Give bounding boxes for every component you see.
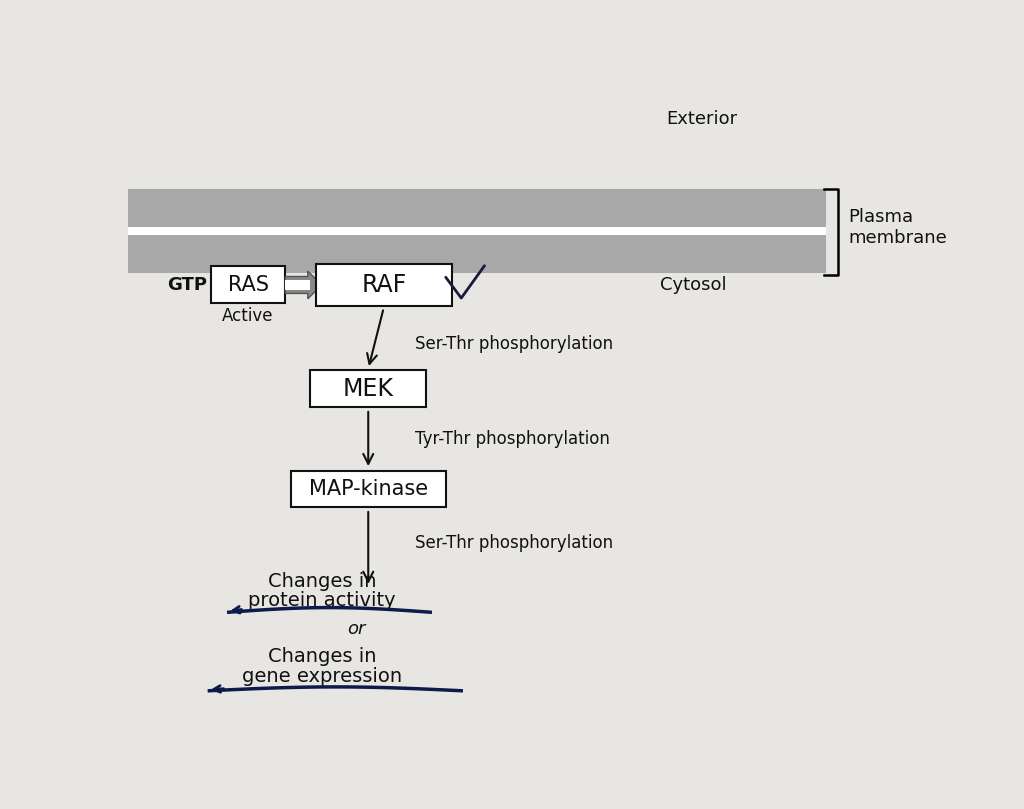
Bar [211,266,285,303]
Bar [291,471,445,507]
Text: Tyr-Thr phosphorylation: Tyr-Thr phosphorylation [415,430,609,448]
Text: protein activity: protein activity [248,591,395,610]
Bar [128,227,825,235]
Text: or: or [347,621,366,638]
Text: Active: Active [222,307,273,324]
Bar [128,188,825,231]
Text: RAS: RAS [227,275,268,295]
Bar [316,264,452,306]
Bar [310,371,426,408]
FancyArrow shape [286,271,322,299]
Text: Changes in: Changes in [267,572,376,591]
Text: Cytosol: Cytosol [660,276,727,294]
FancyArrow shape [286,281,310,290]
Text: Ser-Thr phosphorylation: Ser-Thr phosphorylation [415,534,613,552]
Text: RAF: RAF [361,273,407,297]
Text: MAP-kinase: MAP-kinase [308,479,428,499]
Text: Changes in: Changes in [267,647,376,667]
Text: Ser-Thr phosphorylation: Ser-Thr phosphorylation [415,335,613,354]
Text: GTP: GTP [167,276,207,294]
Text: Plasma
membrane: Plasma membrane [849,208,947,247]
Text: gene expression: gene expression [242,667,401,685]
Text: Exterior: Exterior [666,110,737,129]
Bar [128,235,825,273]
Text: MEK: MEK [343,377,394,401]
